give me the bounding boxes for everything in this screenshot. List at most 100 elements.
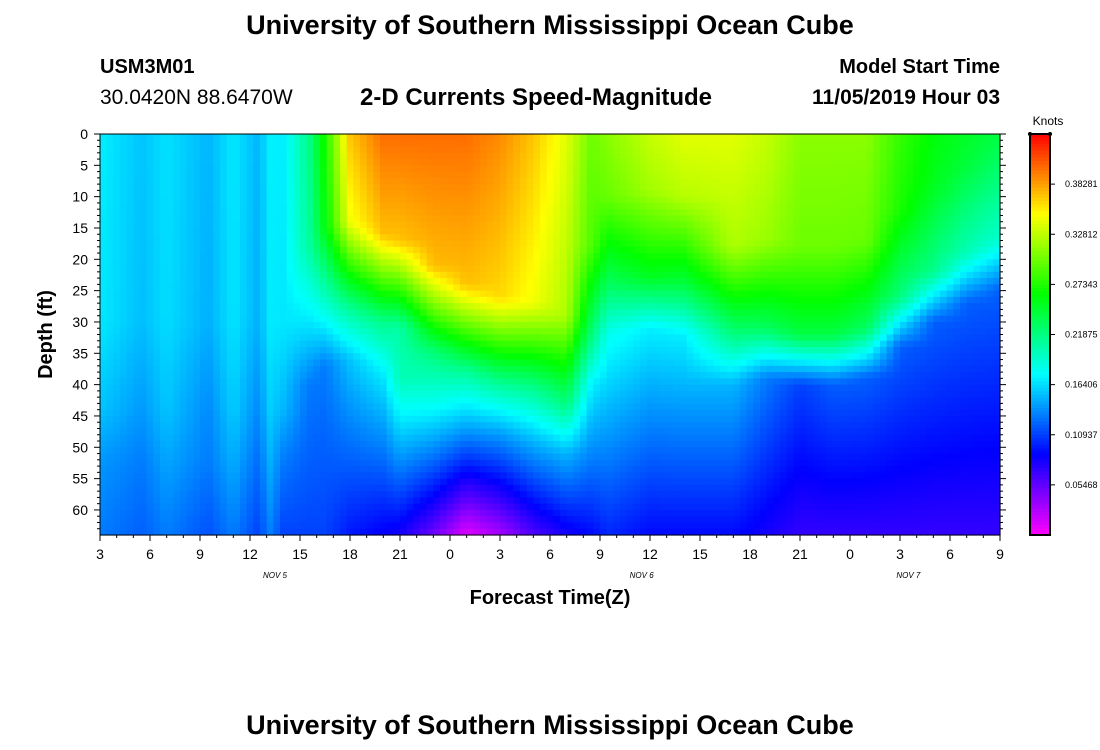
heatmap-cell — [260, 209, 268, 217]
heatmap-cell — [280, 315, 288, 323]
heatmap-cell — [606, 271, 614, 279]
heatmap-cell — [520, 491, 528, 499]
heatmap-cell — [406, 328, 414, 336]
heatmap-cell — [413, 134, 421, 141]
heatmap-cell — [213, 278, 221, 285]
heatmap-cell — [313, 215, 321, 223]
heatmap-cell — [273, 271, 281, 279]
heatmap-cell — [453, 334, 461, 342]
heatmap-cell — [560, 497, 568, 505]
heatmap-cell — [520, 372, 528, 379]
heatmap-cell — [126, 447, 134, 455]
heatmap-cell — [520, 321, 528, 329]
heatmap-cell — [133, 278, 141, 285]
heatmap-cell — [326, 184, 334, 191]
heatmap-cell — [286, 134, 294, 141]
heatmap-cell — [480, 215, 488, 223]
heatmap-cell — [200, 365, 208, 373]
heatmap-cell — [593, 441, 601, 448]
heatmap-cell — [466, 422, 474, 430]
heatmap-cell — [133, 503, 141, 511]
heatmap-cell — [126, 503, 134, 511]
heatmap-cell — [460, 221, 468, 229]
heatmap-cell — [173, 303, 181, 311]
heatmap-cell — [333, 334, 341, 342]
heatmap-cell — [260, 278, 268, 285]
heatmap-cell — [553, 146, 561, 154]
heatmap-cell — [320, 397, 328, 405]
heatmap-cell — [100, 196, 108, 204]
heatmap-cell — [166, 347, 174, 354]
heatmap-cell — [286, 184, 294, 191]
heatmap-cell — [533, 234, 541, 242]
heatmap-cell — [613, 522, 621, 530]
heatmap-cell — [333, 403, 341, 411]
heatmap-cell — [286, 265, 294, 273]
heatmap-cell — [506, 334, 514, 342]
heatmap-cell — [586, 271, 594, 279]
heatmap-cell — [533, 509, 541, 517]
heatmap-cell — [246, 134, 254, 141]
heatmap-cell — [266, 146, 274, 154]
heatmap-cell — [506, 309, 514, 317]
heatmap-cell — [220, 365, 228, 373]
heatmap-cell — [326, 359, 334, 367]
heatmap-cell — [186, 384, 194, 392]
heatmap-cell — [226, 328, 234, 336]
heatmap-cell — [393, 497, 401, 505]
heatmap-cell — [180, 271, 188, 279]
heatmap-cell — [120, 403, 128, 411]
heatmap-cell — [273, 384, 281, 392]
heatmap-cell — [460, 152, 468, 160]
heatmap-cell — [580, 296, 588, 304]
heatmap-cell — [473, 177, 481, 185]
heatmap-cell — [206, 472, 214, 480]
heatmap-cell — [113, 209, 121, 217]
heatmap-cell — [506, 134, 514, 141]
heatmap-cell — [600, 441, 608, 448]
heatmap-cell — [613, 134, 621, 141]
heatmap-cell — [413, 196, 421, 204]
heatmap-cell — [260, 353, 268, 361]
heatmap-cell — [520, 516, 528, 524]
heatmap-cell — [540, 347, 548, 354]
heatmap-cell — [180, 202, 188, 210]
heatmap-cell — [220, 271, 228, 279]
heatmap-cell — [440, 453, 448, 461]
heatmap-cell — [373, 365, 381, 373]
heatmap-cell — [533, 259, 541, 267]
heatmap-cell — [213, 403, 221, 411]
heatmap-cell — [480, 397, 488, 405]
heatmap-cell — [113, 315, 121, 323]
heatmap-cell — [480, 466, 488, 473]
heatmap-cell — [380, 184, 388, 191]
heatmap-cell — [126, 428, 134, 436]
heatmap-cell — [380, 459, 388, 467]
heatmap-cell — [160, 384, 168, 392]
heatmap-cell — [313, 278, 321, 285]
heatmap-cell — [580, 372, 588, 379]
heatmap-cell — [226, 466, 234, 473]
heatmap-cell — [206, 428, 214, 436]
heatmap-cell — [500, 290, 508, 298]
heatmap-cell — [446, 152, 454, 160]
heatmap-cell — [406, 221, 414, 229]
heatmap-cell — [613, 434, 621, 442]
heatmap-cell — [306, 209, 314, 217]
heatmap-cell — [153, 227, 161, 235]
heatmap-cell — [426, 303, 434, 311]
heatmap-cell — [206, 209, 214, 217]
heatmap-cell — [246, 522, 254, 530]
heatmap-cell — [380, 397, 388, 405]
heatmap-cell — [353, 259, 361, 267]
heatmap-cell — [613, 171, 621, 179]
heatmap-cell — [420, 215, 428, 223]
heatmap-cell — [546, 466, 554, 473]
heatmap-cell — [400, 271, 408, 279]
heatmap-cell — [453, 234, 461, 242]
heatmap-cell — [133, 152, 141, 160]
heatmap-cell — [440, 265, 448, 273]
heatmap-cell — [473, 278, 481, 285]
heatmap-cell — [546, 472, 554, 480]
heatmap-cell — [153, 509, 161, 517]
